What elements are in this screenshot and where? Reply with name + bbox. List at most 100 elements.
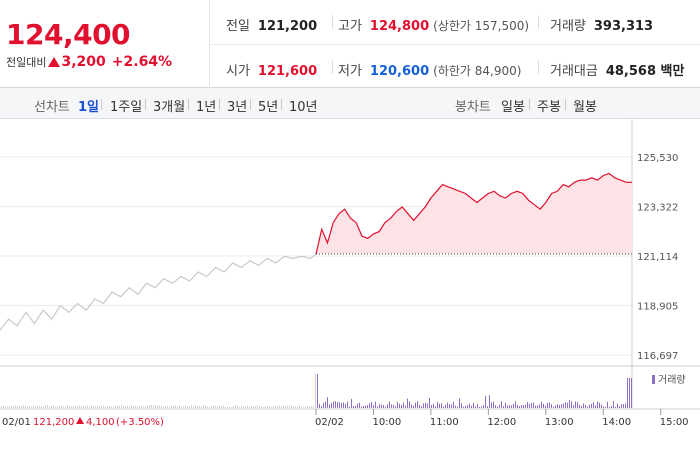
volume-bar: [271, 406, 272, 408]
volume-bar: [603, 406, 604, 408]
stat-label: 시가: [226, 64, 250, 79]
volume-bar: [613, 401, 614, 408]
volume-legend-swatch: [652, 375, 655, 384]
volume-bar: [293, 406, 294, 408]
volume-bar: [345, 403, 346, 408]
volume-bar: [349, 406, 350, 408]
volume-bar: [623, 404, 624, 408]
period-5year-tab[interactable]: 5년: [258, 100, 279, 115]
stat-label: 거래량: [550, 19, 586, 34]
volume-bar: [111, 406, 112, 408]
candle-daily-tab[interactable]: 일봉: [501, 100, 525, 115]
volume-bar: [87, 405, 88, 408]
volume-bar: [219, 405, 220, 408]
volume-bar: [619, 406, 620, 408]
volume-bar: [207, 406, 208, 408]
divider: [188, 99, 189, 110]
volume-bar: [269, 406, 270, 408]
candle-weekly-tab[interactable]: 주봉: [537, 100, 561, 115]
volume-bar: [189, 406, 190, 408]
volume-bar: [377, 406, 378, 408]
volume-bar: [79, 405, 80, 408]
price-box: 124,400 전일대비 3,200 +2.64%: [0, 0, 210, 88]
volume-bar: [523, 405, 524, 408]
volume-bar: [369, 403, 370, 408]
volume-bar: [601, 404, 602, 408]
volume-bar: [575, 401, 576, 408]
volume-bar: [509, 405, 510, 408]
volume-bar: [517, 404, 518, 408]
period-1year-tab[interactable]: 1년: [196, 100, 217, 115]
period-1day-tab[interactable]: 1일: [78, 100, 100, 115]
volume-bar: [537, 405, 538, 408]
change-percent: +2.64%: [111, 54, 173, 70]
period-3month-tab[interactable]: 3개월: [153, 100, 186, 115]
volume-bar: [467, 405, 468, 408]
volume-bar: [429, 397, 430, 408]
volume-bar: [477, 404, 478, 408]
volume-bar: [83, 406, 84, 408]
period-1week-tab[interactable]: 1주일: [110, 100, 143, 115]
volume-bar: [431, 404, 432, 408]
candle-monthly-tab[interactable]: 월봉: [573, 100, 597, 115]
volume-bar: [281, 406, 282, 408]
volume-bar: [311, 405, 312, 408]
volume-bar: [285, 406, 286, 408]
volume-bar: [453, 401, 454, 408]
volume-bar: [161, 405, 162, 408]
volume-bar: [25, 405, 26, 408]
divider: [219, 99, 220, 110]
volume-bar: [513, 403, 514, 408]
volume-bar: [313, 406, 314, 408]
y-tick-label: 118,905: [637, 302, 678, 313]
volume-bar: [259, 406, 260, 408]
volume-bar: [305, 406, 306, 408]
footer-prev-date: 02/01: [2, 417, 31, 428]
volume-bar: [277, 406, 278, 408]
volume-bar: [123, 406, 124, 408]
volume-bar: [179, 405, 180, 408]
change-label: 전일대비: [6, 56, 47, 69]
volume-bar: [607, 401, 608, 408]
volume-bar: [63, 406, 64, 408]
volume-bar: [583, 403, 584, 408]
volume-bar: [383, 405, 384, 408]
volume-bar: [231, 406, 232, 408]
change-amount: 3,200: [61, 54, 106, 70]
volume-bar: [143, 406, 144, 408]
volume-bar: [3, 405, 4, 408]
grid: [0, 119, 700, 410]
volume-bar: [275, 406, 276, 408]
volume-bar: [133, 406, 134, 408]
volume-bar: [331, 402, 332, 408]
volume-bar: [401, 404, 402, 408]
stat-trade-value: 거래대금 48,568 백만: [550, 60, 684, 79]
volume-bar: [409, 401, 410, 408]
volume-bar: [389, 401, 390, 408]
volume-bar: [167, 406, 168, 408]
volume-bar: [621, 404, 622, 408]
volume-bar: [425, 402, 426, 408]
volume-bar: [139, 406, 140, 408]
period-10year-tab[interactable]: 10년: [289, 100, 318, 115]
volume-bar: [39, 406, 40, 408]
volume-bar: [225, 406, 226, 408]
period-3year-tab[interactable]: 3년: [227, 100, 248, 115]
volume-bar: [471, 405, 472, 408]
volume-bar: [221, 406, 222, 408]
volume-bar: [31, 406, 32, 408]
volume-bar: [497, 406, 498, 408]
volume-bar: [315, 374, 316, 408]
intraday-area-fill: [316, 173, 632, 255]
volume-bar: [81, 406, 82, 408]
volume-bar: [89, 406, 90, 408]
stat-value: 393,313: [593, 19, 654, 34]
divider: [101, 99, 102, 110]
volume-bar: [131, 405, 132, 408]
volume-bar: [11, 405, 12, 408]
volume-bar: [93, 406, 94, 408]
volume-bar: [187, 406, 188, 408]
stat-high: 고가 124,800 (상한가 157,500): [338, 15, 529, 34]
volume-bar: [625, 403, 626, 408]
volume-bar: [101, 405, 102, 408]
